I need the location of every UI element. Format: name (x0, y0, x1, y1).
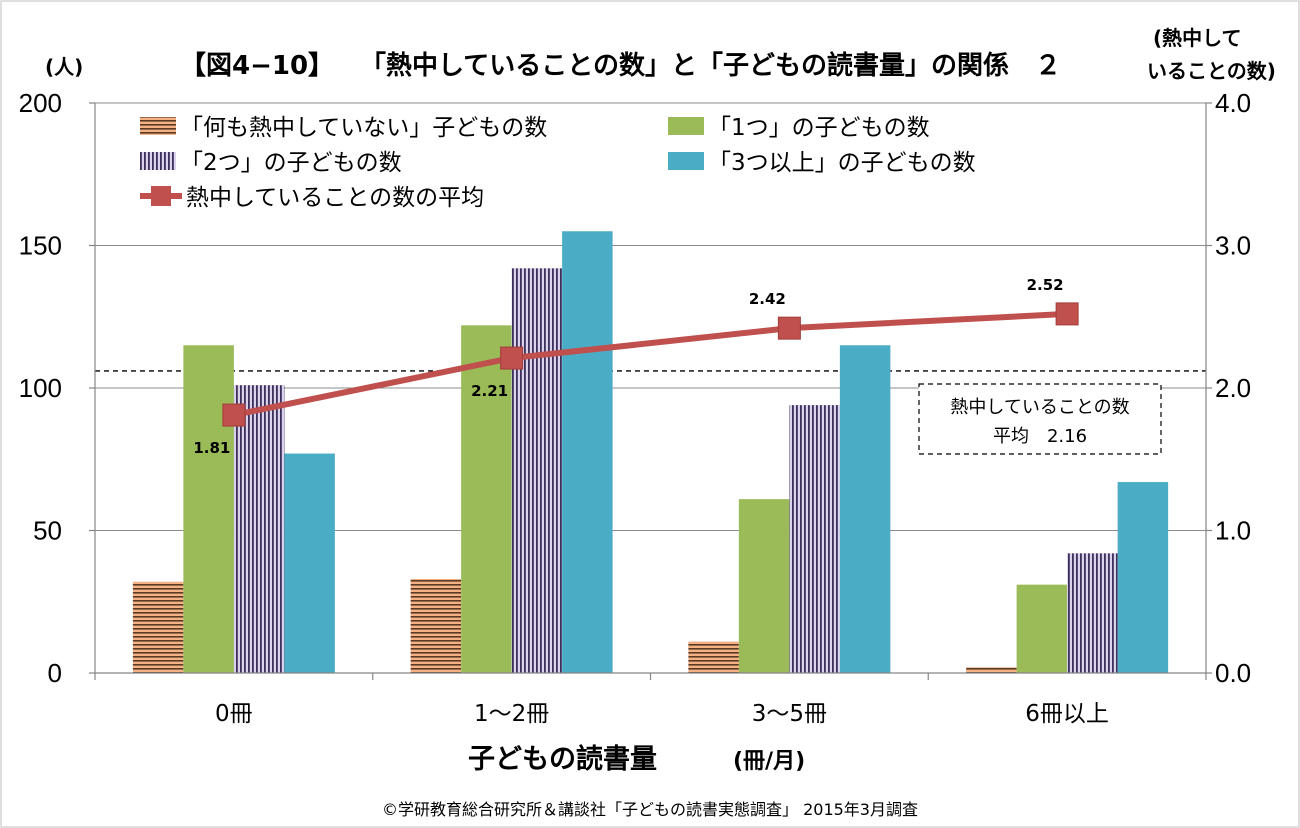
legend-marker-swatch (151, 186, 171, 206)
bar (233, 385, 285, 673)
left-axis-ticks: 0 50 100 150 200 (19, 88, 62, 688)
left-tick-label: 150 (19, 231, 62, 261)
bar (132, 581, 184, 673)
bar (1016, 584, 1068, 673)
bar (511, 268, 563, 673)
x-axis-unit: (冊/月) (733, 749, 805, 774)
right-tick-label: 2.0 (1215, 373, 1251, 403)
bar (183, 345, 234, 673)
average-marker (777, 316, 801, 340)
right-axis-ticks: 0.0 1.0 2.0 3.0 4.0 (1215, 88, 1251, 688)
bars-group (132, 231, 1169, 673)
average-line-group: 1.81 2.21 2.42 2.52 (193, 276, 1079, 457)
average-data-label: 2.42 (749, 290, 786, 308)
source-note: ©学研教育総合研究所＆講談社「子どもの読書実態調査」 2015年3月調査 (382, 800, 918, 819)
category-label: 1〜2冊 (474, 701, 549, 727)
legend-swatch (140, 152, 176, 170)
right-tick-label: 1.0 (1215, 516, 1251, 546)
right-tick-label: 3.0 (1215, 231, 1251, 261)
annotation-line2: 平均 2.16 (993, 426, 1087, 447)
right-axis-unit-line2: いることの数) (1147, 59, 1276, 83)
right-axis-unit-line1: (熱中して (1153, 26, 1242, 50)
legend-label: 「何も熱中していない」子どもの数 (180, 115, 547, 141)
legend-swatch (140, 117, 176, 135)
x-axis-label: 子どもの読書量 (468, 743, 657, 775)
bar (839, 345, 891, 673)
category-label: 6冊以上 (1025, 701, 1109, 727)
average-annotation: 熱中していることの数 平均 2.16 (918, 383, 1162, 455)
legend-swatch (668, 117, 704, 135)
bar (688, 641, 739, 673)
legend-label: 「1つ」の子どもの数 (708, 115, 930, 141)
left-tick-label: 100 (19, 373, 62, 403)
left-tick-label: 50 (33, 516, 62, 546)
bar (284, 453, 335, 673)
annotation-box (918, 383, 1162, 455)
category-label: 3〜5冊 (752, 701, 827, 727)
average-data-label: 2.21 (471, 382, 508, 400)
average-marker (1055, 302, 1079, 326)
left-axis-unit: (人) (45, 55, 83, 79)
bar (562, 231, 613, 673)
annotation-line1: 熱中していることの数 (950, 397, 1129, 418)
bar (789, 405, 840, 673)
bar (461, 325, 512, 673)
left-tick-label: 0 (48, 658, 62, 688)
bar (738, 499, 790, 673)
average-data-label: 1.81 (193, 439, 230, 457)
category-label: 0冊 (215, 701, 253, 727)
axes-group (89, 102, 1212, 680)
left-tick-label: 200 (19, 88, 62, 118)
legend-label: 「2つ」の子どもの数 (180, 150, 402, 176)
average-marker (500, 346, 524, 370)
legend: 「何も熱中していない」子どもの数 「1つ」の子どもの数「2つ」の子どもの数 「3つ以… (140, 115, 976, 211)
bar (1067, 553, 1118, 673)
bar (966, 667, 1017, 673)
average-line (233, 310, 1068, 419)
chart-title: 【図4−10】 「熱中していることの数」と「子どもの読書量」の関係 ２ (180, 50, 1061, 81)
legend-swatch (668, 152, 704, 170)
bar (1117, 482, 1169, 673)
category-labels: 0冊 1〜2冊 3〜5冊 6冊以上 (215, 701, 1109, 727)
legend-label: 熱中していることの数の平均 (186, 185, 484, 211)
legend-label: 「3つ以上」の子どもの数 (708, 150, 976, 176)
average-marker (222, 403, 246, 427)
bar (410, 578, 462, 673)
average-data-label: 2.52 (1027, 276, 1064, 294)
right-tick-label: 4.0 (1215, 88, 1251, 118)
right-tick-label: 0.0 (1215, 658, 1251, 688)
